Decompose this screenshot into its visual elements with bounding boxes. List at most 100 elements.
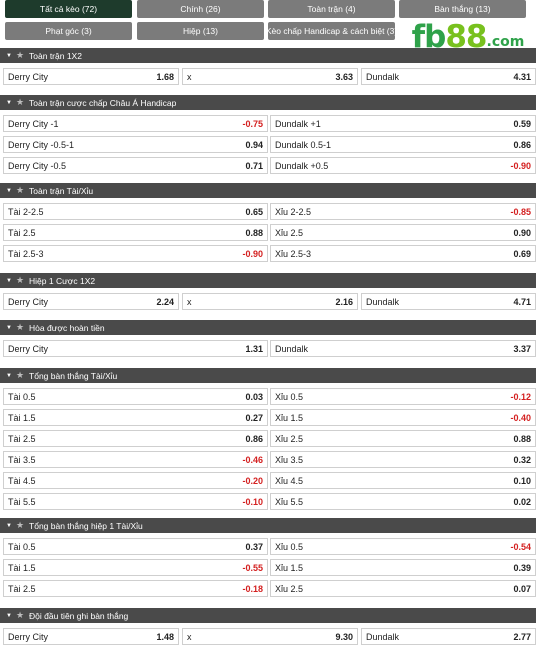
selection-label: Tài 2.5-3 — [8, 248, 44, 259]
odds-cell[interactable]: x 3.63 — [182, 68, 358, 85]
collapse-arrow-icon[interactable]: ▼ — [6, 99, 12, 106]
section-title: Toàn trận 1X2 — [29, 50, 82, 61]
odds-cell[interactable]: Xỉu 2.5 0.88 — [270, 430, 536, 447]
tab-halves[interactable]: Hiệp (13) — [137, 22, 264, 40]
favorite-star-icon[interactable]: ★ — [15, 50, 25, 60]
odds-value: 0.37 — [245, 541, 263, 552]
odds-value: -0.18 — [242, 583, 263, 594]
odds-cell[interactable]: Tài 1.5 0.27 — [3, 409, 268, 426]
selection-label: Tài 5.5 — [8, 496, 36, 507]
tab-handicap[interactable]: Kèo chấp Handicap & cách biệt (3) — [266, 22, 397, 40]
odds-cell[interactable]: Derry City -0.5-1 0.94 — [3, 136, 268, 153]
odds-cell[interactable]: Derry City 2.24 — [3, 293, 179, 310]
odds-cell[interactable]: Tài 5.5 -0.10 — [3, 493, 268, 510]
collapse-arrow-icon[interactable]: ▼ — [6, 187, 12, 194]
favorite-star-icon[interactable]: ★ — [15, 370, 25, 380]
collapse-arrow-icon[interactable]: ▼ — [6, 372, 12, 379]
favorite-star-icon[interactable]: ★ — [15, 275, 25, 285]
selection-label: Xỉu 5.5 — [275, 496, 304, 507]
selection-label: Tài 2.5 — [8, 227, 36, 238]
odds-cell[interactable]: Dundalk 0.5-1 0.86 — [270, 136, 536, 153]
selection-label: Tài 1.5 — [8, 562, 36, 573]
market-section: ▼ ★ Toàn trận cược chấp Châu Á Handicap Der… — [0, 95, 536, 174]
odds-cell[interactable]: Xỉu 1.5 0.39 — [270, 559, 536, 576]
collapse-arrow-icon[interactable]: ▼ — [6, 277, 12, 284]
odds-cell[interactable]: Dundalk 3.37 — [270, 340, 536, 357]
odds-cell[interactable]: Tài 2.5 0.86 — [3, 430, 268, 447]
odds-value: 0.88 — [245, 227, 263, 238]
odds-cell[interactable]: Derry City -0.5 0.71 — [3, 157, 268, 174]
odds-cell[interactable]: Xỉu 2.5 0.07 — [270, 580, 536, 597]
odds-cell[interactable]: Derry City -1 -0.75 — [3, 115, 268, 132]
selection-label: Derry City -1 — [8, 118, 59, 129]
odds-cell[interactable]: Derry City 1.48 — [3, 628, 179, 645]
tab-main[interactable]: Chính (26) — [137, 0, 264, 18]
odds-value: 3.37 — [513, 343, 531, 354]
odds-cell[interactable]: x 9.30 — [182, 628, 358, 645]
odds-cell[interactable]: Tài 2-2.5 0.65 — [3, 203, 268, 220]
favorite-star-icon[interactable]: ★ — [15, 610, 25, 620]
odds-cell[interactable]: Tài 4.5 -0.20 — [3, 472, 268, 489]
selection-label: Xỉu 0.5 — [275, 541, 304, 552]
section-header[interactable]: ▼ ★ Đội đầu tiên ghi bàn thắng — [0, 608, 536, 623]
odds-value: 0.27 — [245, 412, 263, 423]
odds-cell[interactable]: Xỉu 1.5 -0.40 — [270, 409, 536, 426]
favorite-star-icon[interactable]: ★ — [15, 97, 25, 107]
odds-cell[interactable]: Xỉu 2.5 0.90 — [270, 224, 536, 241]
odds-cell[interactable]: Dundalk +0.5 -0.90 — [270, 157, 536, 174]
tab-all[interactable]: Tất cả kèo (72) — [5, 0, 132, 18]
tab-full-match[interactable]: Toàn trận (4) — [268, 0, 395, 18]
selection-label: Derry City — [8, 343, 48, 354]
odds-cell[interactable]: Tài 0.5 0.03 — [3, 388, 268, 405]
tab-goals[interactable]: Bàn thắng (13) — [399, 0, 526, 18]
section-header[interactable]: ▼ ★ Toàn trận Tài/Xỉu — [0, 183, 536, 198]
odds-cell[interactable]: Derry City 1.31 — [3, 340, 268, 357]
odds-cell[interactable]: Dundalk +1 0.59 — [270, 115, 536, 132]
odds-cell[interactable]: Xỉu 2.5-3 0.69 — [270, 245, 536, 262]
favorite-star-icon[interactable]: ★ — [15, 322, 25, 332]
section-header[interactable]: ▼ ★ Hòa được hoàn tiền — [0, 320, 536, 335]
odds-cell[interactable]: Xỉu 4.5 0.10 — [270, 472, 536, 489]
odds-value: -0.46 — [242, 454, 263, 465]
selection-label: Xỉu 2.5 — [275, 583, 304, 594]
odds-cell[interactable]: x 2.16 — [182, 293, 358, 310]
odds-cell[interactable]: Tài 2.5 -0.18 — [3, 580, 268, 597]
favorite-star-icon[interactable]: ★ — [15, 520, 25, 530]
odds-value: 1.68 — [156, 71, 174, 82]
odds-cell[interactable]: Tài 2.5 0.88 — [3, 224, 268, 241]
section-header[interactable]: ▼ ★ Toàn trận 1X2 — [0, 48, 536, 63]
odds-value: 0.10 — [513, 475, 531, 486]
odds-cell[interactable]: Tài 2.5-3 -0.90 — [3, 245, 268, 262]
odds-cell[interactable]: Xỉu 3.5 0.32 — [270, 451, 536, 468]
selection-label: Xỉu 2.5 — [275, 433, 304, 444]
odds-cell[interactable]: Dundalk 4.71 — [361, 293, 536, 310]
odds-value: 2.16 — [335, 296, 353, 307]
odds-cell[interactable]: Tài 0.5 0.37 — [3, 538, 268, 555]
selection-label: Tài 2.5 — [8, 583, 36, 594]
odds-value: 4.71 — [513, 296, 531, 307]
odds-cell[interactable]: Dundalk 2.77 — [361, 628, 536, 645]
odds-value: 3.63 — [335, 71, 353, 82]
section-header[interactable]: ▼ ★ Tổng bàn thắng hiệp 1 Tài/Xỉu — [0, 518, 536, 533]
collapse-arrow-icon[interactable]: ▼ — [6, 612, 12, 619]
tab-corners[interactable]: Phạt góc (3) — [5, 22, 132, 40]
collapse-arrow-icon[interactable]: ▼ — [6, 522, 12, 529]
favorite-star-icon[interactable]: ★ — [15, 185, 25, 195]
odds-cell[interactable]: Xỉu 5.5 0.02 — [270, 493, 536, 510]
collapse-arrow-icon[interactable]: ▼ — [6, 52, 12, 59]
odds-cell[interactable]: Xỉu 2-2.5 -0.85 — [270, 203, 536, 220]
collapse-arrow-icon[interactable]: ▼ — [6, 324, 12, 331]
odds-cell[interactable]: Xỉu 0.5 -0.54 — [270, 538, 536, 555]
selection-label: x — [187, 631, 192, 642]
odds-cell[interactable]: Tài 3.5 -0.46 — [3, 451, 268, 468]
section-header[interactable]: ▼ ★ Hiệp 1 Cược 1X2 — [0, 273, 536, 288]
section-header[interactable]: ▼ ★ Toàn trận cược chấp Châu Á Handicap — [0, 95, 536, 110]
selection-label: Derry City — [8, 71, 48, 82]
odds-cell[interactable]: Xỉu 0.5 -0.12 — [270, 388, 536, 405]
odds-cell[interactable]: Tài 1.5 -0.55 — [3, 559, 268, 576]
odds-cell[interactable]: Derry City 1.68 — [3, 68, 179, 85]
section-header[interactable]: ▼ ★ Tổng bàn thắng Tài/Xỉu — [0, 368, 536, 383]
odds-cell[interactable]: Dundalk 4.31 — [361, 68, 536, 85]
selection-label: Tài 0.5 — [8, 541, 36, 552]
selection-label: Derry City — [8, 631, 48, 642]
